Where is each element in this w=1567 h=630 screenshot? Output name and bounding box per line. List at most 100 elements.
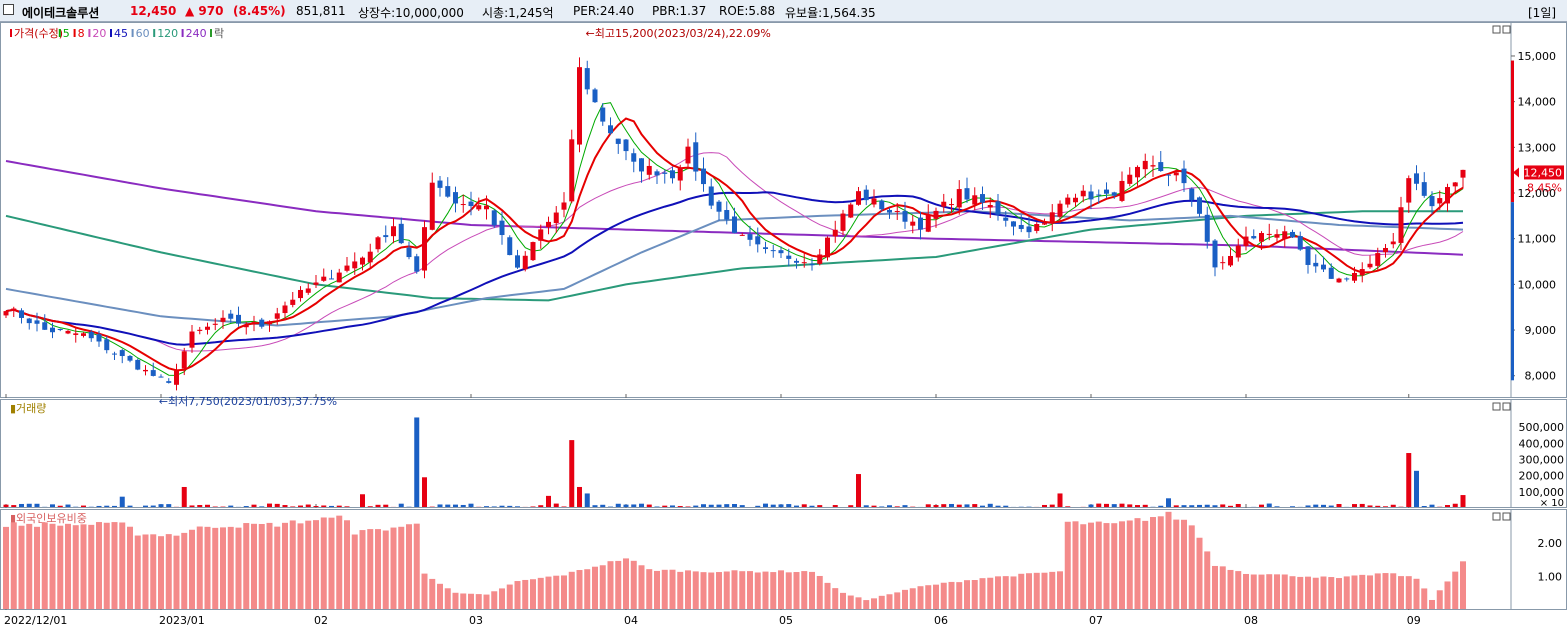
panel-minimize-icon[interactable] (1492, 402, 1501, 411)
candle (112, 353, 117, 355)
candle (1042, 223, 1047, 225)
foreign-bar (522, 579, 529, 609)
volume-bar (755, 505, 761, 507)
foreign-bar (251, 523, 257, 609)
volume-bar (739, 505, 745, 507)
period-selector[interactable]: [1일] (1528, 6, 1557, 20)
foreign-bar (1281, 574, 1288, 609)
candle (1003, 217, 1009, 221)
panel-minimize-icon[interactable] (1492, 512, 1501, 521)
volume-bar (189, 505, 195, 507)
window-box-icon[interactable] (3, 4, 14, 15)
candle (158, 376, 164, 378)
volume-bar (1336, 504, 1342, 507)
candle (863, 189, 869, 201)
candle (50, 327, 55, 333)
listed-shares: 상장수:10,000,000 (358, 6, 464, 20)
foreign-bar (158, 536, 164, 609)
foreign-bar (1444, 581, 1451, 609)
foreign-bar (847, 595, 854, 609)
foreign-bar (266, 522, 273, 609)
candle (1119, 180, 1125, 201)
legend-ma-8-marker (73, 29, 76, 37)
foreign-bar (1258, 574, 1265, 609)
panel-maximize-icon[interactable] (1502, 512, 1511, 521)
foreign-bar (886, 594, 893, 609)
foreign-bar (382, 530, 389, 609)
candle (1057, 203, 1063, 217)
volume-bar (584, 493, 590, 507)
foreign-bar (878, 595, 885, 609)
foreign-bar (770, 572, 777, 609)
candle (197, 329, 203, 331)
foreign-bar (956, 582, 963, 609)
foreign-bar (778, 570, 784, 609)
volume-bar (1119, 503, 1125, 507)
foreign-bar (34, 526, 40, 609)
foreign-bar (933, 584, 939, 609)
volume-bar (1235, 503, 1241, 507)
current-price-arrow (1513, 167, 1519, 178)
candle (708, 186, 714, 206)
foreign-bar (165, 534, 172, 609)
stock-chart[interactable]: 15,000 14,000 13,000 12,000 11,000 10,000 9,00… (0, 22, 1567, 630)
candle (65, 330, 71, 334)
volume-bar (615, 503, 621, 507)
foreign-bar (592, 566, 598, 609)
foreign-bar (1452, 571, 1459, 609)
volume-bar (34, 503, 40, 507)
volume-bar (1197, 504, 1202, 507)
candle (267, 321, 272, 325)
volume-bar (290, 506, 296, 507)
candle (1228, 255, 1233, 266)
foreign-bar (1181, 519, 1187, 609)
candle (522, 255, 528, 270)
foreign-bar (561, 575, 567, 609)
price-axis-label: 10,000 (1518, 278, 1557, 291)
volume-bar (445, 504, 451, 507)
candle (1197, 197, 1202, 214)
volume-bar (770, 504, 776, 507)
foreign-bar (80, 524, 87, 609)
volume-bar (19, 503, 24, 507)
candle (127, 355, 133, 361)
foreign-bar (987, 577, 994, 609)
volume-bar (205, 504, 210, 507)
foreign-bar (134, 535, 141, 609)
candle (468, 201, 474, 207)
legend-ma-240: 240 (186, 27, 207, 40)
volume-axis-label: 100,000 (1519, 486, 1565, 499)
x-axis-label: 09 (1407, 614, 1421, 627)
foreign-bar (1026, 573, 1032, 609)
candle (693, 142, 699, 172)
foreign-bar (1018, 573, 1025, 609)
foreign-bar (421, 573, 428, 609)
foreign-bar (444, 588, 451, 609)
price-axis-label: 8,000 (1525, 370, 1557, 383)
candle (212, 323, 218, 325)
volume-bar (1003, 505, 1009, 507)
candle (352, 261, 358, 269)
legend-price-marker (10, 29, 12, 37)
volume-bar (1328, 505, 1334, 507)
candle (42, 322, 48, 330)
foreign-bar (41, 522, 48, 609)
volume-bar (1189, 505, 1195, 507)
candle (538, 229, 544, 241)
price-axis-label: 9,000 (1525, 324, 1557, 337)
foreign-bar (1212, 565, 1218, 609)
volume-bar (50, 504, 55, 507)
volume-bar (414, 417, 420, 507)
candle (460, 204, 466, 206)
volume-bar (1042, 504, 1047, 507)
foreign-bar (320, 517, 327, 609)
foreign-bar (1064, 521, 1071, 609)
panel-minimize-icon[interactable] (1492, 25, 1501, 34)
foreign-bar (1010, 576, 1017, 609)
candle (949, 204, 954, 206)
panel-maximize-icon[interactable] (1502, 25, 1511, 34)
candle (840, 213, 846, 231)
panel-maximize-icon[interactable] (1502, 402, 1511, 411)
volume-bar (894, 506, 900, 507)
foreign-bar (127, 526, 133, 609)
